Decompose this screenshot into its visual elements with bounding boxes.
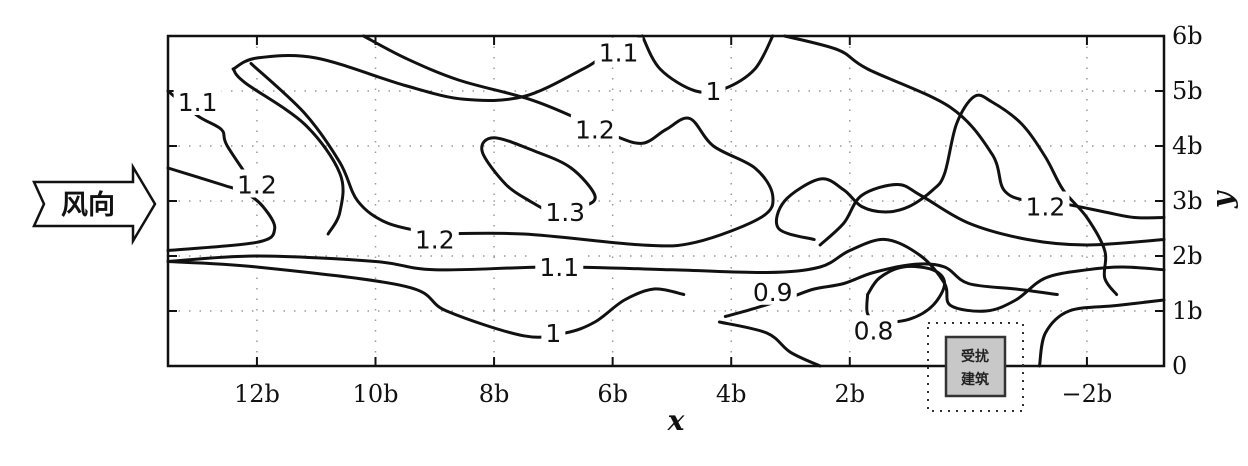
x-tick-label: 12b [234,380,280,408]
plot-frame [166,34,1166,368]
contour-line-0-9 [717,320,822,368]
contour-line-1-1 [231,67,345,236]
contour-label-background [849,315,898,344]
y-tick-label: 5b [1172,77,1203,105]
contour-label-background [535,252,584,280]
contour-lines [166,34,1166,368]
y-tick-labels: 0 1b 2b 3b 4b 5b 6b [1172,22,1203,380]
y-tick-label: 2b [1172,242,1203,270]
y-tick-label: 3b [1172,187,1203,215]
contour-label: 1.2 [237,171,277,200]
y-tick-label: 1b [1172,297,1203,325]
x-tick-label: −2b [1062,380,1113,408]
contour-line-1 [166,260,686,339]
contour-line-1-2 [818,183,1166,247]
contour-label: 0.8 [854,316,894,345]
contour-label: 1.2 [575,116,615,145]
x-tick-label: 6b [597,380,628,408]
contour-label-background [173,87,222,115]
contour-label: 1.2 [415,226,455,255]
contour-label-background [1021,191,1070,220]
building-box [944,335,1007,398]
contour-label: 1.1 [178,88,218,117]
wind-arrow-shape [32,162,157,246]
contour-label-background [541,197,590,225]
y-tick-label: 6b [1172,22,1203,50]
contour-line-1-2 [166,166,277,252]
contour-line-1-2 [249,62,437,236]
contour-line-1-2 [775,93,1119,296]
contour-label-background [232,169,281,198]
x-axis-label: x [667,404,685,437]
x-tick-labels: 12b 10b 8b 6b 4b 2b −2b [234,380,1112,408]
disturbing-building: 受扰 建筑 [927,322,1024,412]
contour-label: 1.1 [539,253,579,282]
x-tick-label: 10b [353,380,399,408]
contour-label: 1.2 [1026,193,1066,222]
contour-label-background [541,318,566,346]
wind-direction-arrow: 风向 [32,162,157,246]
building-label-line1: 受扰 [961,348,989,365]
contour-line-0-8 [865,264,947,324]
contour-line-1-1 [166,237,1166,313]
contour-label: 1 [545,319,561,348]
grid-lines [168,36,1164,366]
building-dotted-outline [927,322,1024,412]
contour-label-background [410,224,459,253]
contour-label: 1 [705,77,721,106]
building-label-line2: 建筑 [961,371,989,388]
x-tick-label: 4b [716,380,747,408]
wind-direction-label: 风向 [61,189,115,221]
contour-label-background [594,37,643,66]
contour-label: 1.3 [545,198,585,227]
y-axis-label: y [1206,190,1239,209]
contour-line-1-2 [783,34,1166,220]
x-tick-label: 8b [479,380,510,408]
contour-label: 0.9 [753,278,793,307]
contour-label: 1.1 [599,39,639,68]
x-tick-label: 2b [834,380,865,408]
y-tick-label: 0 [1172,352,1187,380]
y-tick-label: 4b [1172,132,1203,160]
contour-line-1-2 [362,34,775,248]
contour-label-background [701,76,726,104]
axis-ticks [168,35,1164,367]
contour-label-background [748,276,797,305]
contour-label-background [570,114,619,143]
contour-labels: 1.1 1.1 1 1.2 1.2 1.3 1.2 1.2 1.1 0.9 0.8 1 [173,37,1070,348]
contour-line-1 [1038,298,1166,368]
